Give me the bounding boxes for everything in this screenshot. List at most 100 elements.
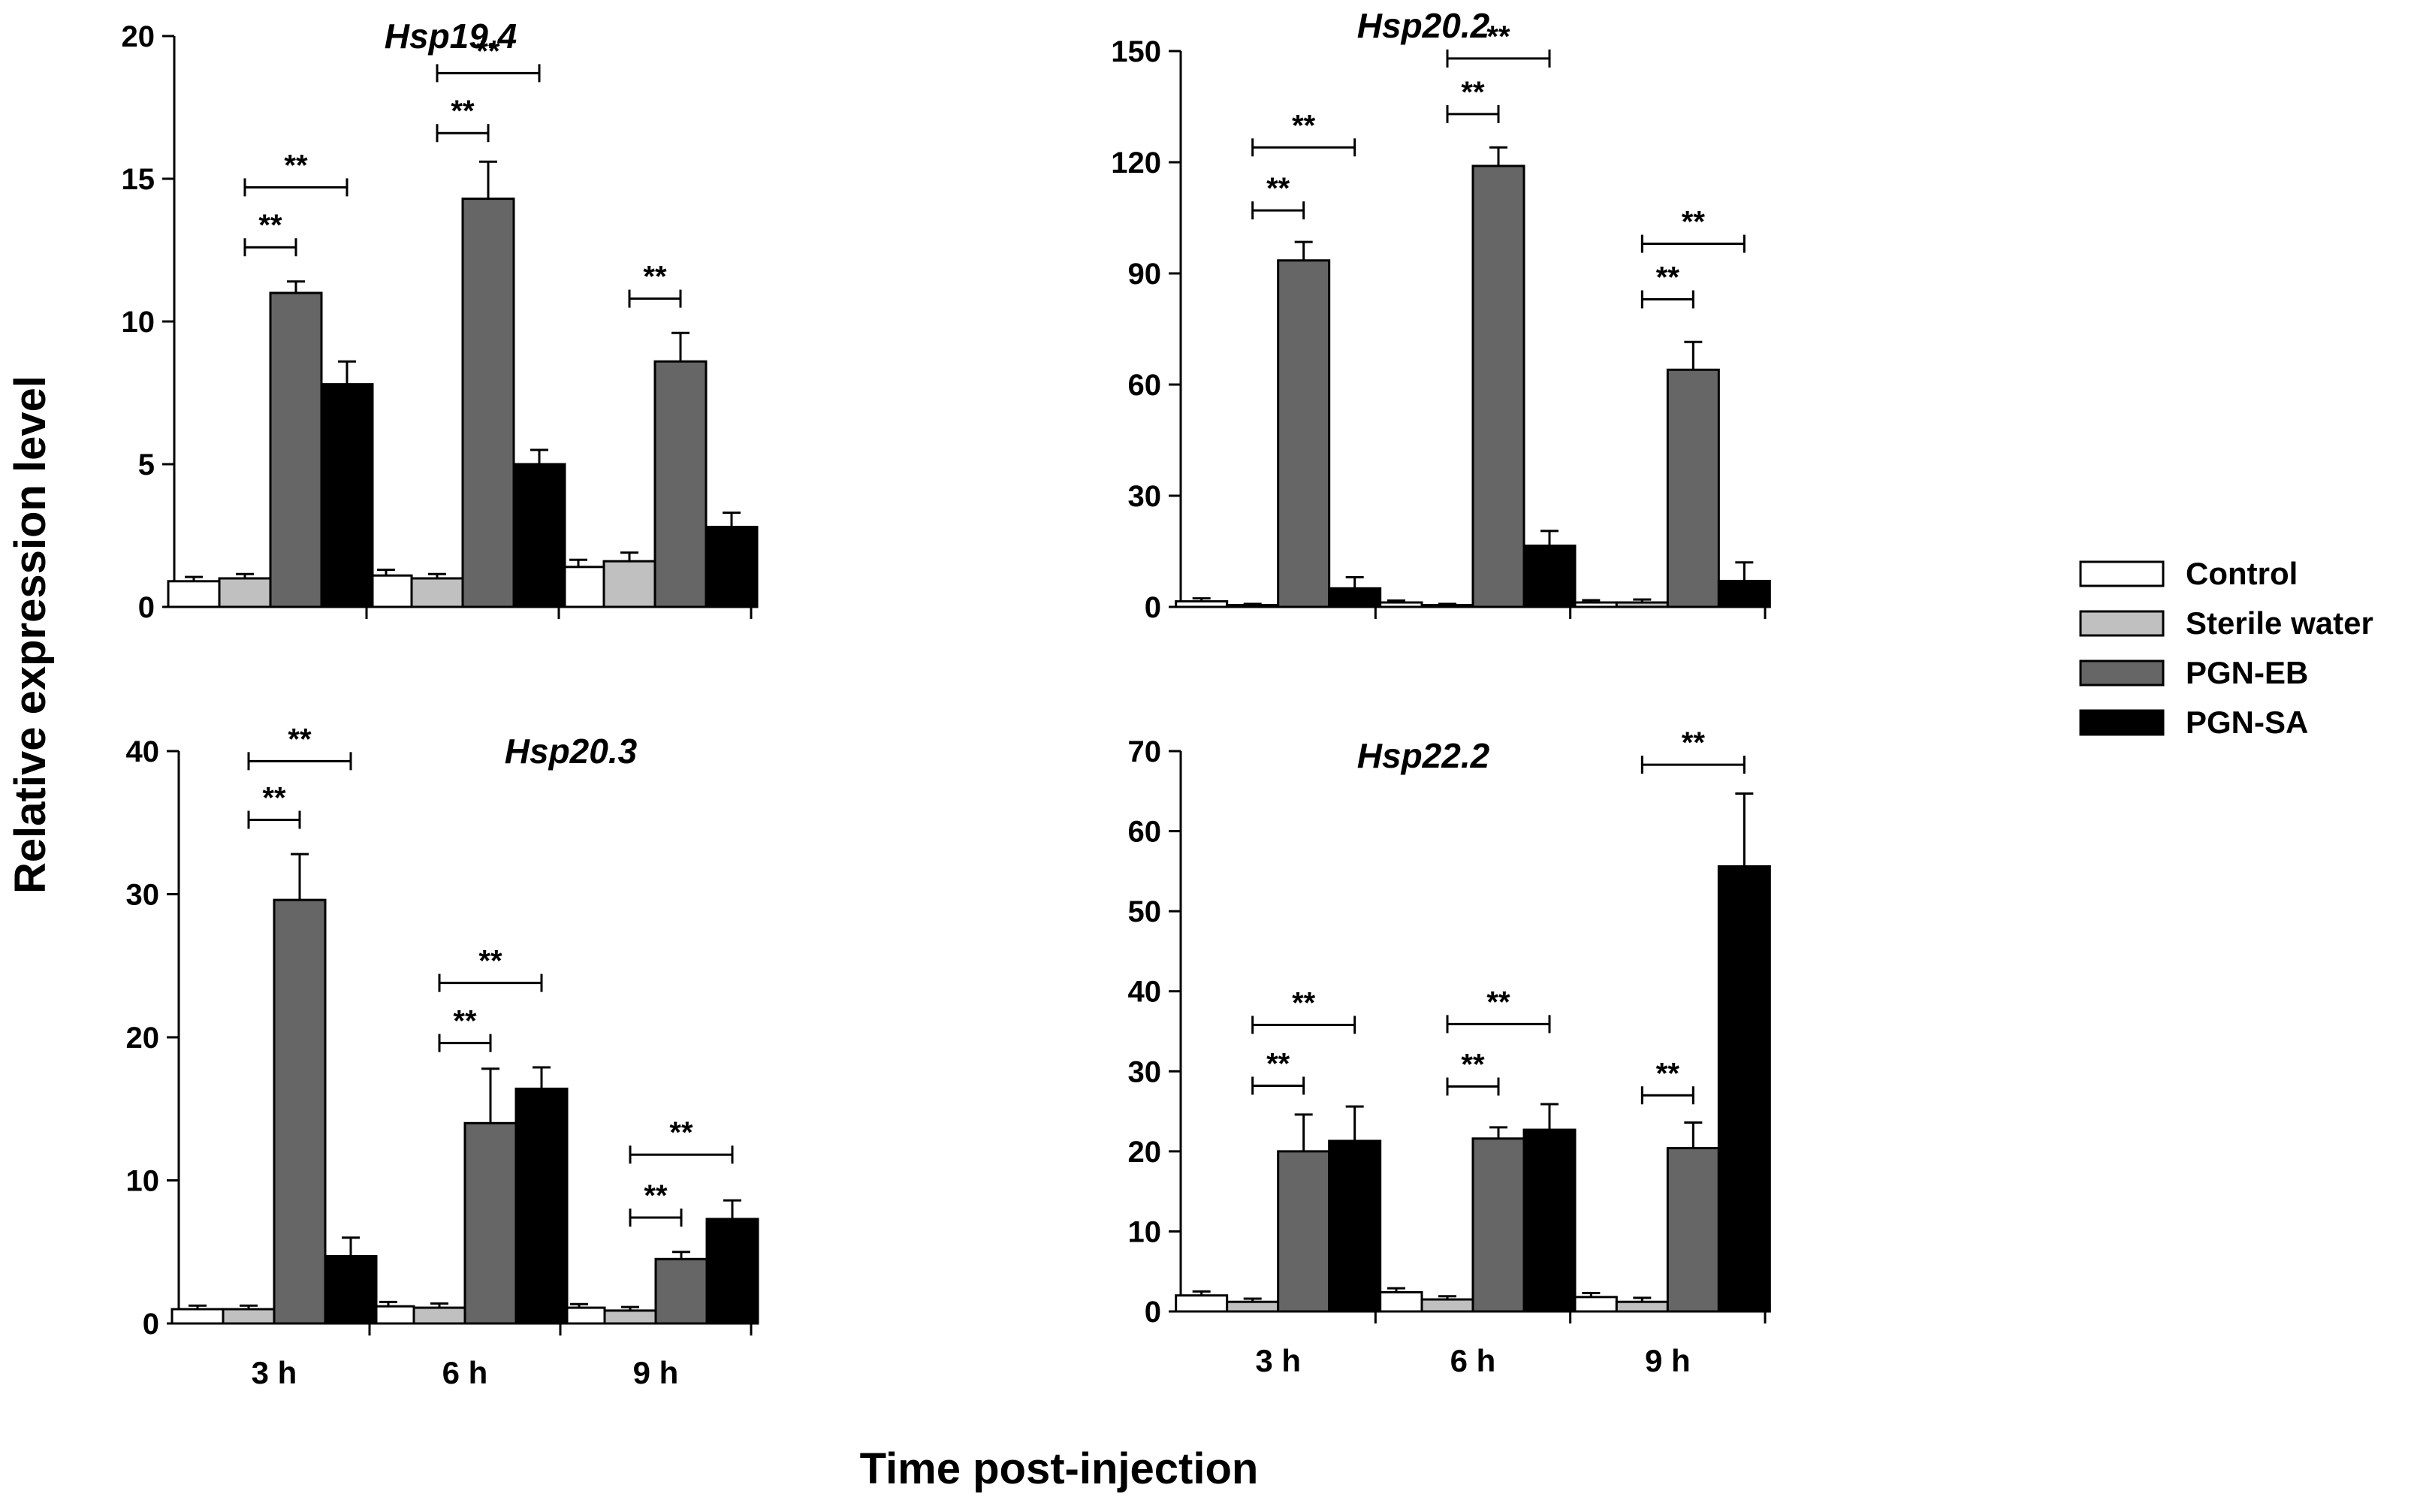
significance-label: ** bbox=[1266, 1047, 1290, 1080]
significance-label: ** bbox=[262, 781, 286, 814]
bar-pgn-eb bbox=[269, 291, 323, 608]
legend-item-control: Control bbox=[2079, 556, 2298, 591]
significance-bracket: ** bbox=[436, 35, 541, 83]
bar-pgn-eb bbox=[654, 1257, 708, 1325]
bar-pgn-eb bbox=[1277, 1150, 1331, 1313]
significance-bracket: ** bbox=[1640, 206, 1746, 253]
bar-pgn-eb bbox=[1471, 1137, 1525, 1313]
y-tick-label: 0 bbox=[1145, 1296, 1161, 1329]
significance-bracket: ** bbox=[1446, 20, 1551, 68]
significance-bracket: ** bbox=[1640, 726, 1746, 774]
y-tick-label: 0 bbox=[143, 1308, 159, 1341]
y-axis-title: Relative expression level bbox=[6, 376, 55, 894]
significance-bracket: ** bbox=[438, 1005, 492, 1052]
y-tick-label: 15 bbox=[122, 163, 155, 196]
legend-item-pgn-eb: PGN-EB bbox=[2079, 655, 2308, 690]
y-tick-label: 30 bbox=[1128, 480, 1162, 513]
significance-bracket: ** bbox=[247, 723, 352, 771]
bar-pgn-eb bbox=[461, 198, 515, 608]
significance-label: ** bbox=[1656, 261, 1680, 294]
significance-label: ** bbox=[1292, 109, 1316, 142]
bar-pgn-sa bbox=[705, 526, 759, 608]
legend-swatch bbox=[2079, 709, 2165, 736]
legend-swatch bbox=[2079, 560, 2165, 587]
bar-pgn-eb bbox=[1666, 1147, 1720, 1313]
significance-label: ** bbox=[478, 945, 502, 978]
y-tick-label: 30 bbox=[1128, 1055, 1162, 1088]
x-tick-label: 6 h bbox=[1450, 1343, 1496, 1378]
significance-bracket: ** bbox=[1251, 172, 1305, 220]
significance-bracket: ** bbox=[628, 261, 682, 308]
significance-label: ** bbox=[1656, 1057, 1680, 1090]
significance-label: ** bbox=[1682, 206, 1706, 239]
y-tick-label: 10 bbox=[122, 306, 155, 339]
significance-bracket: ** bbox=[243, 149, 349, 197]
significance-bracket: ** bbox=[629, 1179, 683, 1227]
bar-pgn-sa bbox=[512, 463, 566, 608]
y-tick-label: 60 bbox=[1128, 369, 1162, 402]
significance-bracket: ** bbox=[1640, 261, 1694, 309]
y-tick-label: 10 bbox=[1128, 1215, 1162, 1248]
bar-pgn-eb bbox=[653, 360, 708, 608]
bar-pgn-sa bbox=[1328, 587, 1382, 608]
legend-label: Control bbox=[2186, 556, 2298, 591]
bar-sterile-water bbox=[222, 1308, 276, 1325]
y-tick-label: 50 bbox=[1128, 895, 1162, 928]
bar-sterile-water bbox=[1226, 1300, 1280, 1313]
panel-title: Hsp20.3 bbox=[505, 732, 638, 771]
y-tick-label: 30 bbox=[126, 879, 160, 912]
bar-pgn-sa bbox=[324, 1254, 378, 1325]
significance-bracket: ** bbox=[629, 1116, 734, 1164]
bar-pgn-sa bbox=[1717, 579, 1771, 608]
y-tick-label: 60 bbox=[1128, 816, 1162, 849]
legend-swatch bbox=[2079, 659, 2165, 687]
significance-label: ** bbox=[284, 149, 308, 182]
legend-item-sterile-water: Sterile water bbox=[2079, 605, 2373, 641]
y-tick-label: 150 bbox=[1111, 35, 1161, 68]
significance-label: ** bbox=[451, 95, 475, 128]
significance-label: ** bbox=[644, 1179, 668, 1212]
significance-label: ** bbox=[258, 209, 282, 242]
bar-control bbox=[1175, 1294, 1229, 1313]
significance-bracket: ** bbox=[1446, 1049, 1500, 1096]
significance-label: ** bbox=[453, 1005, 477, 1038]
significance-bracket: ** bbox=[1446, 985, 1551, 1034]
panels: Hsp19.405101520**********Hsp20.203060901… bbox=[122, 6, 1771, 1390]
legend-label: PGN-EB bbox=[2186, 655, 2308, 690]
significance-label: ** bbox=[669, 1116, 693, 1149]
bar-sterile-water bbox=[218, 577, 272, 608]
significance-label: ** bbox=[1682, 726, 1706, 759]
panel-title: Hsp20.2 bbox=[1357, 6, 1490, 45]
bar-pgn-sa bbox=[1717, 865, 1771, 1313]
significance-bracket: ** bbox=[438, 945, 543, 992]
y-tick-label: 120 bbox=[1111, 146, 1161, 180]
significance-bracket: ** bbox=[243, 209, 297, 257]
bar-pgn-sa bbox=[705, 1218, 759, 1325]
x-tick-label: 9 h bbox=[633, 1355, 679, 1390]
significance-label: ** bbox=[1292, 986, 1316, 1019]
bar-pgn-sa bbox=[1522, 545, 1577, 608]
y-tick-label: 20 bbox=[1128, 1136, 1162, 1169]
bar-pgn-sa bbox=[514, 1088, 569, 1325]
significance-label: ** bbox=[1461, 1049, 1485, 1082]
legend-label: PGN-SA bbox=[2186, 705, 2308, 740]
y-tick-label: 0 bbox=[138, 591, 155, 624]
bar-sterile-water bbox=[1615, 1300, 1669, 1313]
bar-pgn-eb bbox=[273, 898, 327, 1325]
y-tick-label: 20 bbox=[126, 1022, 160, 1055]
x-tick-label: 3 h bbox=[1255, 1343, 1301, 1378]
significance-label: ** bbox=[1486, 20, 1510, 53]
significance-bracket: ** bbox=[1640, 1057, 1694, 1105]
legend-swatch bbox=[2079, 610, 2165, 637]
significance-bracket: ** bbox=[1446, 76, 1500, 123]
y-tick-label: 90 bbox=[1128, 258, 1162, 291]
y-tick-label: 0 bbox=[1145, 591, 1161, 624]
significance-bracket: ** bbox=[1251, 1047, 1305, 1095]
bar-control bbox=[170, 1308, 225, 1325]
x-tick-label: 6 h bbox=[442, 1355, 488, 1390]
